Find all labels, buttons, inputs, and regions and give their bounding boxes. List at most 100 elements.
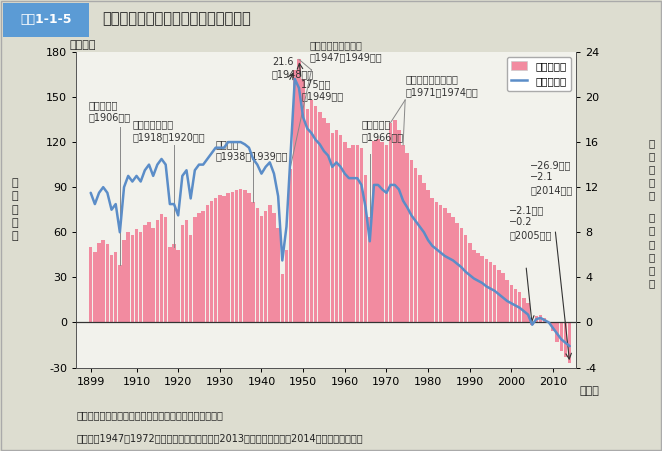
- Bar: [110, 255, 113, 322]
- Bar: [230, 192, 234, 322]
- Bar: [235, 190, 238, 322]
- Text: （万人）: （万人）: [70, 40, 96, 50]
- Bar: [114, 252, 117, 322]
- Bar: [359, 148, 363, 322]
- Bar: [243, 190, 246, 322]
- Bar: [143, 225, 146, 322]
- Bar: [130, 235, 134, 322]
- Bar: [364, 175, 367, 322]
- Bar: [189, 235, 193, 322]
- Bar: [160, 214, 164, 322]
- Bar: [522, 299, 526, 322]
- Bar: [152, 228, 155, 322]
- Bar: [93, 252, 97, 322]
- Bar: [289, 169, 293, 322]
- Bar: [389, 123, 393, 322]
- Bar: [335, 130, 338, 322]
- Bar: [343, 142, 346, 322]
- Bar: [485, 259, 488, 322]
- Bar: [201, 211, 205, 322]
- Text: （注）　1947～1972年は沖縄県を含まない。2013年までは確定数、2014年は概数である。: （注） 1947～1972年は沖縄県を含まない。2013年までは確定数、2014…: [76, 433, 363, 443]
- Bar: [426, 190, 430, 322]
- Bar: [318, 112, 322, 322]
- Bar: [339, 134, 342, 322]
- Bar: [301, 79, 305, 322]
- Bar: [476, 253, 480, 322]
- Bar: [276, 228, 280, 322]
- Text: 日中事変
（1938・1939年）: 日中事変 （1938・1939年）: [216, 139, 288, 161]
- Bar: [352, 145, 355, 322]
- Bar: [530, 322, 534, 326]
- Bar: [297, 60, 301, 322]
- Bar: [418, 175, 422, 322]
- Bar: [268, 205, 271, 322]
- Bar: [385, 145, 388, 322]
- Bar: [447, 213, 451, 322]
- Bar: [272, 213, 276, 322]
- Bar: [285, 250, 288, 322]
- Bar: [555, 322, 559, 342]
- Bar: [355, 145, 359, 322]
- Bar: [3, 3, 89, 37]
- Text: 21.6
（1948年）: 21.6 （1948年）: [272, 56, 314, 79]
- Bar: [135, 229, 138, 322]
- Bar: [326, 123, 330, 322]
- Bar: [468, 243, 471, 322]
- Bar: [422, 183, 426, 322]
- Bar: [564, 322, 567, 357]
- Bar: [439, 205, 442, 322]
- Bar: [376, 139, 380, 322]
- Bar: [330, 133, 334, 322]
- Bar: [497, 270, 500, 322]
- Bar: [472, 250, 476, 322]
- Bar: [193, 217, 197, 322]
- Bar: [122, 240, 126, 322]
- Bar: [451, 217, 455, 322]
- Bar: [181, 225, 184, 322]
- Bar: [101, 240, 105, 322]
- Bar: [172, 244, 176, 322]
- Bar: [368, 217, 371, 322]
- Bar: [518, 292, 522, 322]
- Bar: [414, 168, 417, 322]
- Bar: [514, 290, 517, 322]
- Text: 第２次ベビーブーム
（1971〜1974年）: 第２次ベビーブーム （1971〜1974年）: [405, 74, 478, 97]
- Bar: [310, 100, 313, 322]
- Bar: [410, 160, 413, 322]
- Bar: [539, 315, 542, 322]
- Bar: [264, 211, 267, 322]
- Bar: [381, 142, 384, 322]
- Bar: [164, 217, 167, 322]
- Text: （年）: （年）: [579, 386, 599, 396]
- Text: 図表1-1-5: 図表1-1-5: [21, 13, 72, 26]
- Legend: 自然増減数, 自然増減率: 自然増減数, 自然増減率: [507, 57, 571, 91]
- Bar: [489, 262, 493, 322]
- Bar: [493, 265, 496, 322]
- Bar: [406, 152, 409, 322]
- Text: インフルエンザ
（1918〜1920年）: インフルエンザ （1918〜1920年）: [132, 120, 205, 142]
- Bar: [97, 243, 101, 322]
- Bar: [464, 235, 467, 322]
- Bar: [551, 322, 555, 331]
- Text: −2.1万人
−0.2
（2005年）: −2.1万人 −0.2 （2005年）: [509, 205, 551, 240]
- Bar: [306, 109, 309, 322]
- Bar: [176, 250, 180, 322]
- Bar: [106, 244, 109, 322]
- Bar: [214, 198, 217, 322]
- Bar: [322, 118, 326, 322]
- Bar: [206, 205, 209, 322]
- Bar: [372, 141, 376, 322]
- Bar: [455, 223, 459, 322]
- Bar: [118, 265, 122, 322]
- Text: ひのえうま
（1906年）: ひのえうま （1906年）: [89, 100, 131, 122]
- Bar: [197, 213, 201, 322]
- Bar: [168, 247, 171, 322]
- Bar: [543, 318, 546, 322]
- Bar: [510, 285, 513, 322]
- Text: 175万人
（1949年）: 175万人 （1949年）: [301, 79, 343, 101]
- Bar: [459, 228, 463, 322]
- Bar: [535, 317, 538, 322]
- Text: 第１次ベビーブーム
（1947〜1949年）: 第１次ベビーブーム （1947〜1949年）: [309, 40, 382, 62]
- Bar: [210, 201, 213, 322]
- Bar: [293, 70, 297, 322]
